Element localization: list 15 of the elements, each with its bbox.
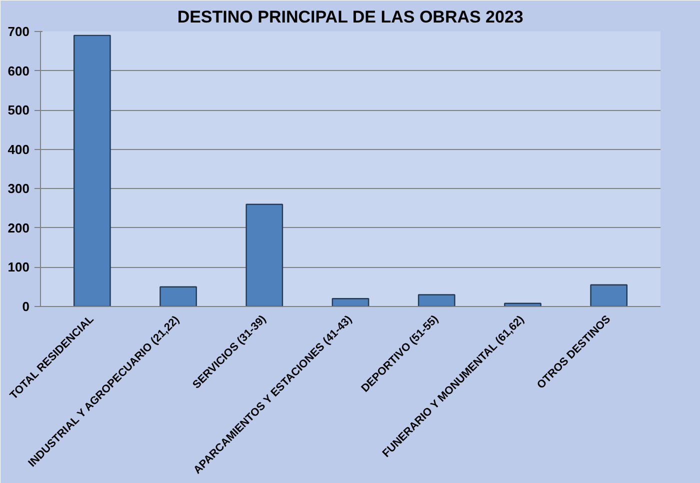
bar bbox=[73, 34, 111, 306]
bar bbox=[418, 294, 456, 306]
bar bbox=[590, 284, 628, 306]
y-tick-label: 400 bbox=[8, 142, 30, 157]
bar bbox=[160, 286, 197, 306]
y-tick-label: 500 bbox=[8, 102, 30, 118]
bar bbox=[332, 298, 370, 306]
y-tick-label: 600 bbox=[8, 63, 30, 78]
y-tick-label: 200 bbox=[8, 220, 30, 236]
y-tick-label: 100 bbox=[8, 260, 30, 275]
y-tick-label: 0 bbox=[22, 299, 30, 314]
y-tick-label: 300 bbox=[8, 181, 30, 196]
y-tick-label: 700 bbox=[8, 24, 30, 39]
chart-title: DESTINO PRINCIPAL DE LAS OBRAS 2023 bbox=[177, 8, 524, 26]
bar bbox=[246, 204, 284, 306]
